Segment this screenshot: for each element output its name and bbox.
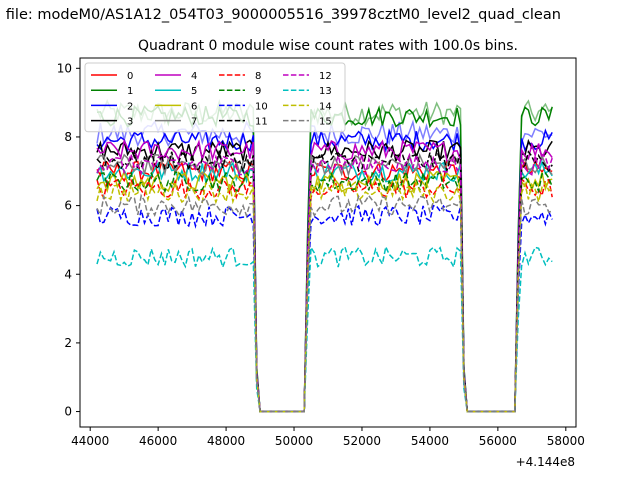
y-tick-label-10: 10 [57, 61, 72, 75]
legend-label-1: 1 [127, 86, 133, 97]
legend-label-7: 7 [191, 117, 197, 128]
legend-label-11: 11 [255, 117, 268, 128]
legend-label-13: 13 [319, 86, 332, 97]
legend-label-3: 3 [127, 117, 133, 128]
x-tick-label-54000: 54000 [411, 434, 449, 448]
series-line-6 [96, 169, 553, 413]
series-line-4 [96, 138, 553, 413]
series-line-13 [96, 244, 553, 413]
y-tick-label-6: 6 [64, 199, 72, 213]
x-tick-label-52000: 52000 [343, 434, 381, 448]
legend-label-10: 10 [255, 101, 268, 112]
legend-label-8: 8 [255, 71, 261, 82]
series-line-14 [96, 179, 553, 413]
x-tick-label-48000: 48000 [207, 434, 245, 448]
legend-label-14: 14 [319, 101, 332, 112]
legend-label-9: 9 [255, 86, 261, 97]
plot-area [96, 98, 553, 413]
figure-suptitle: n file: modeM0/AS1A12_054T03_9000005516_… [0, 7, 561, 23]
x-tick-label-46000: 46000 [139, 434, 177, 448]
legend-label-15: 15 [319, 117, 332, 128]
axes-frame [79, 57, 577, 428]
legend-label-6: 6 [191, 101, 197, 112]
series-line-9 [96, 169, 553, 413]
legend-label-0: 0 [127, 71, 133, 82]
legend-box [84, 62, 346, 133]
y-tick-label-8: 8 [64, 130, 72, 144]
y-tick-label-2: 2 [64, 336, 72, 350]
series-lines [96, 98, 553, 413]
x-offset-label: +4.144e8 [516, 455, 575, 469]
series-line-8 [96, 176, 553, 413]
legend-label-4: 4 [191, 71, 197, 82]
y-tick-label-4: 4 [64, 267, 72, 281]
series-line-7 [96, 152, 553, 413]
x-tick-label-58000: 58000 [547, 434, 585, 448]
legend-label-5: 5 [191, 86, 197, 97]
legend-label-2: 2 [127, 101, 133, 112]
x-tick-label-44000: 44000 [71, 434, 109, 448]
series-line-0 [96, 159, 553, 413]
chart-title: Quadrant 0 module wise count rates with … [138, 38, 518, 54]
series-line-5 [96, 159, 553, 413]
legend-label-12: 12 [319, 71, 332, 82]
axes: 44000 46000 48000 50000 52000 54000 56000 58000… [57, 57, 585, 448]
series-line-10 [96, 204, 553, 413]
x-tick-label-56000: 56000 [479, 434, 517, 448]
series-line-15 [96, 193, 553, 413]
series-line-12 [96, 151, 553, 413]
y-tick-label-0: 0 [64, 405, 72, 419]
x-tick-label-50000: 50000 [275, 434, 313, 448]
extra-line-0 [96, 98, 553, 413]
series-line-11 [96, 148, 553, 413]
